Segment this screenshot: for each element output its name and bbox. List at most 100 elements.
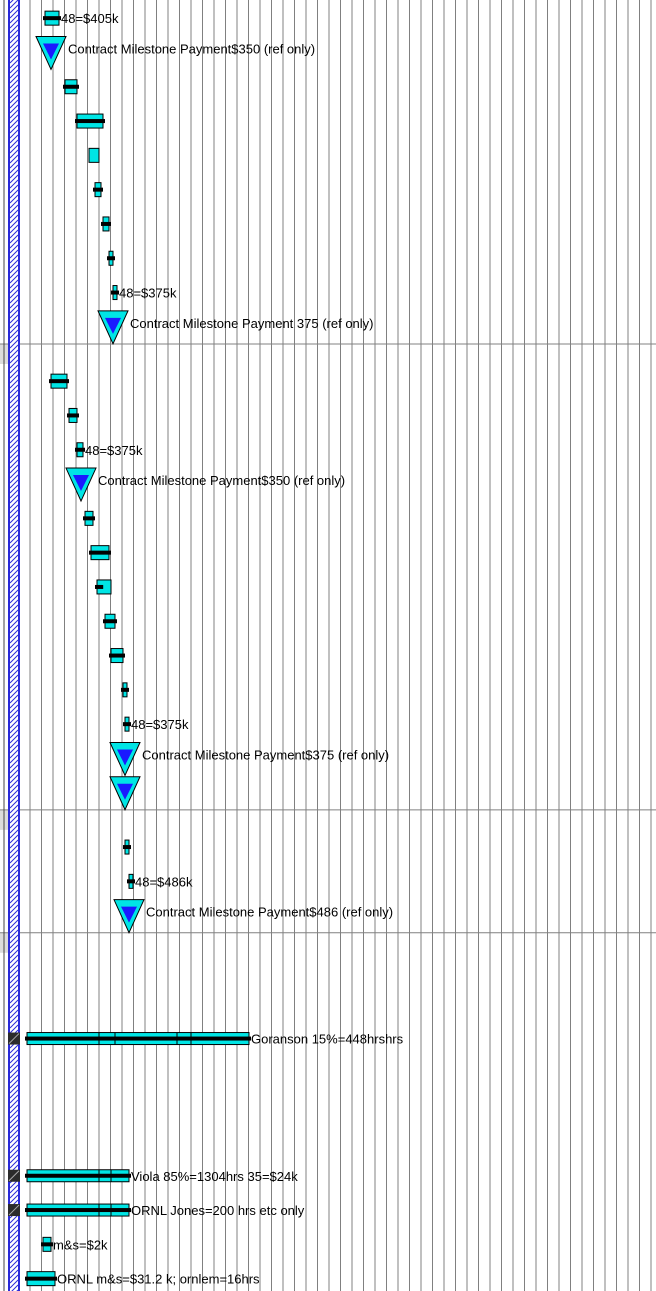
task-label: 48=$405k <box>61 11 119 26</box>
today-line-hatch <box>9 519 19 529</box>
milestone-inner <box>117 783 133 800</box>
today-line-hatch <box>9 944 19 954</box>
today-line-hatch <box>9 144 19 154</box>
progress-bar <box>67 413 79 418</box>
milestone-label: Contract Milestone Payment$350 (ref only… <box>98 473 345 488</box>
milestone-label: Contract Milestone Payment 375 (ref only… <box>130 316 374 331</box>
today-line-hatch <box>9 189 19 199</box>
today-line-hatch <box>9 374 19 384</box>
today-line-hatch <box>9 839 19 849</box>
today-line-hatch <box>9 204 19 214</box>
today-line-hatch <box>9 274 19 284</box>
today-line-hatch <box>9 1044 19 1054</box>
today-line-hatch <box>9 709 19 719</box>
task-prior-hatch <box>8 1033 20 1044</box>
today-line-hatch <box>9 259 19 269</box>
progress-bar <box>121 687 129 692</box>
today-line-hatch <box>9 979 19 989</box>
task-label: 48=$375k <box>119 286 177 301</box>
today-line-hatch <box>9 729 19 739</box>
today-line-hatch <box>9 494 19 504</box>
today-line-hatch <box>9 609 19 619</box>
today-line-hatch <box>9 1109 19 1119</box>
progress-bar <box>123 722 131 727</box>
today-line-hatch <box>11 1284 19 1291</box>
today-line-hatch <box>9 1184 19 1194</box>
today-line-hatch <box>9 284 19 294</box>
today-line-hatch <box>9 349 19 359</box>
today-line-hatch <box>9 999 19 1009</box>
today-line-hatch <box>9 1219 19 1229</box>
today-line-hatch <box>9 869 19 879</box>
today-line-hatch <box>9 704 19 714</box>
today-line-hatch <box>9 9 19 19</box>
progress-bar <box>75 119 105 124</box>
today-line-hatch <box>9 569 19 579</box>
today-line-hatch <box>9 429 19 439</box>
today-line-hatch <box>9 849 19 859</box>
today-line-hatch <box>9 39 19 49</box>
today-line-hatch <box>9 539 19 549</box>
progress-bar <box>75 447 85 452</box>
today-line-hatch <box>9 684 19 694</box>
today-line-hatch <box>9 44 19 54</box>
today-line-hatch <box>9 554 19 564</box>
milestone-inner <box>73 475 89 492</box>
today-line-hatch <box>9 904 19 914</box>
progress-bar <box>103 619 117 624</box>
today-line-hatch <box>9 449 19 459</box>
today-line-hatch <box>9 1054 19 1064</box>
today-line-hatch <box>9 1279 19 1289</box>
today-line-hatch <box>9 1214 19 1224</box>
today-line-hatch <box>9 344 19 354</box>
today-line-hatch <box>9 224 19 234</box>
today-line-hatch <box>9 164 19 174</box>
today-line-hatch <box>9 929 19 939</box>
task-prior-hatch <box>8 1204 20 1216</box>
task-label: ORNL m&s=$31.2 k; ornlem=16hrs <box>57 1272 260 1287</box>
today-line-hatch <box>9 1009 19 1019</box>
today-line-hatch <box>9 664 19 674</box>
today-line-hatch <box>9 1259 19 1269</box>
task-prior-hatch <box>8 1170 20 1182</box>
today-line-hatch <box>9 359 19 369</box>
today-line-hatch <box>9 74 19 84</box>
today-line-hatch <box>9 1129 19 1139</box>
today-line-hatch <box>9 604 19 614</box>
today-line-hatch <box>9 199 19 209</box>
today-line-hatch <box>9 829 19 839</box>
today-line-hatch <box>9 59 19 69</box>
today-line-hatch <box>9 1124 19 1134</box>
today-line-hatch <box>9 759 19 769</box>
today-line-hatch <box>9 134 19 144</box>
today-line-hatch <box>9 249 19 259</box>
today-line-hatch <box>9 1099 19 1109</box>
today-line-hatch <box>9 689 19 699</box>
progress-bar <box>111 290 119 295</box>
today-line-hatch <box>9 724 19 734</box>
today-line-hatch <box>9 369 19 379</box>
today-line-hatch <box>9 1114 19 1124</box>
today-line-hatch <box>9 89 19 99</box>
milestone-label: Contract Milestone Payment$375 (ref only… <box>142 747 389 762</box>
today-line-hatch <box>9 0 19 9</box>
today-line-hatch <box>9 469 19 479</box>
milestone-inner <box>121 906 137 923</box>
today-line-hatch <box>9 324 19 334</box>
today-line-hatch <box>9 1084 19 1094</box>
today-line-hatch <box>9 774 19 784</box>
today-line-hatch <box>9 959 19 969</box>
today-line-hatch <box>9 384 19 394</box>
today-line-hatch <box>9 1014 19 1024</box>
today-line-hatch <box>9 264 19 274</box>
today-line-hatch <box>9 294 19 304</box>
today-line-hatch <box>9 584 19 594</box>
today-line-hatch <box>9 239 19 249</box>
today-line-hatch <box>9 64 19 74</box>
today-line-hatch <box>9 1149 19 1159</box>
today-line-hatch <box>9 919 19 929</box>
progress-bar <box>89 550 111 555</box>
task-label: 48=$486k <box>135 874 193 889</box>
today-line-hatch <box>9 814 19 824</box>
progress-bar <box>25 1276 57 1281</box>
